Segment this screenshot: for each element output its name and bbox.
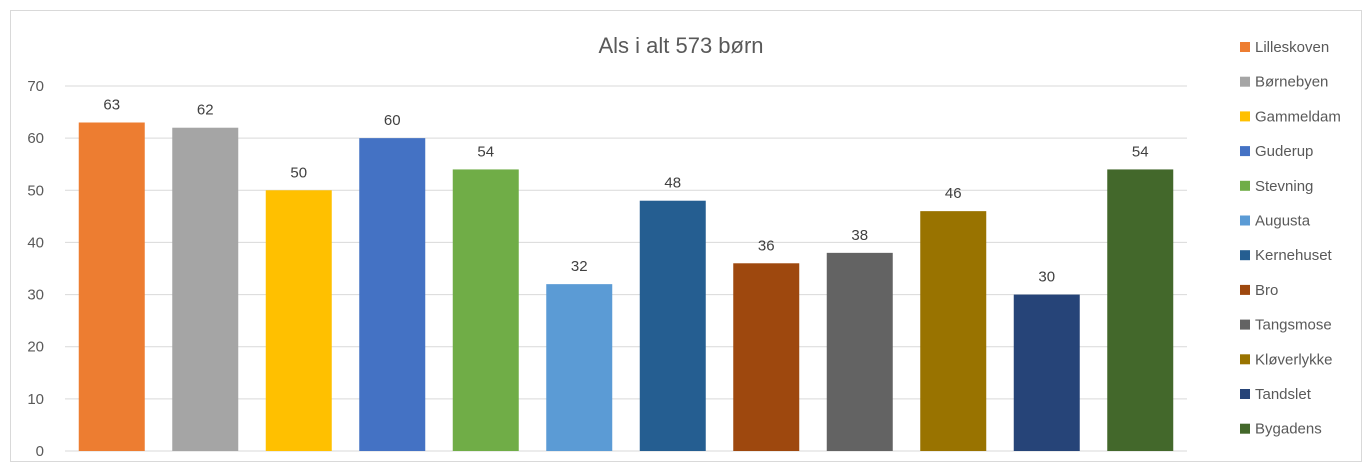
y-tick-label: 0 — [36, 443, 44, 460]
legend-swatch — [1240, 284, 1250, 295]
gridlines — [65, 85, 1187, 452]
legend-label: Kløverlykke — [1255, 351, 1333, 368]
y-tick-label: 30 — [27, 287, 44, 304]
data-label: 48 — [664, 175, 681, 192]
legend-item: Bro — [1240, 282, 1278, 299]
legend-label: Guderup — [1255, 143, 1313, 160]
legend-item: Augusta — [1240, 213, 1311, 230]
legend-label: Gammeldam — [1255, 108, 1341, 125]
bar-kernehuset — [639, 200, 706, 451]
y-tick-label: 60 — [27, 130, 44, 147]
data-label: 32 — [571, 258, 588, 275]
legend-item: Kløverlykke — [1240, 351, 1333, 368]
legend-item: Børnebyen — [1240, 74, 1328, 91]
legend-swatch — [1240, 215, 1250, 226]
data-label: 38 — [851, 227, 868, 244]
legend-label: Lilleskoven — [1255, 39, 1329, 56]
legend: Lilleskoven Børnebyen Gammeldam Guderup Stev… — [1240, 39, 1341, 438]
data-label: 36 — [758, 237, 775, 254]
bar-bro — [733, 263, 800, 451]
legend-swatch — [1240, 389, 1250, 399]
legend-swatch — [1240, 423, 1250, 434]
y-tick-label: 70 — [27, 78, 44, 95]
y-tick-label: 50 — [27, 182, 44, 199]
legend-swatch — [1240, 111, 1250, 122]
bar-kløverlykke — [920, 211, 987, 451]
data-label: 62 — [197, 102, 214, 119]
legend-label: Børnebyen — [1255, 74, 1328, 91]
bar-stevning — [452, 169, 519, 451]
legend-label: Bro — [1255, 282, 1278, 299]
data-label: 54 — [477, 143, 494, 160]
bar-bygadens — [1107, 169, 1174, 451]
y-tick-label: 40 — [27, 234, 44, 251]
data-label: 46 — [945, 185, 962, 202]
bar-tandslet — [1013, 294, 1080, 451]
legend-label: Stevning — [1255, 178, 1313, 195]
legend-item: Stevning — [1240, 178, 1313, 195]
legend-label: Tangsmose — [1255, 317, 1332, 334]
y-tick-label: 10 — [27, 391, 44, 408]
data-label: 50 — [290, 164, 307, 181]
y-axis-ticks: 0 10 20 30 40 50 60 70 — [27, 78, 44, 460]
legend-swatch — [1240, 180, 1250, 191]
chart-title: Als i alt 573 børn — [598, 33, 763, 58]
legend-swatch — [1240, 42, 1250, 52]
legend-swatch — [1240, 354, 1250, 365]
bar-gammeldam — [265, 190, 332, 452]
legend-label: Bygadens — [1255, 421, 1322, 438]
data-label: 63 — [103, 97, 120, 114]
bars — [78, 122, 1174, 452]
bar-børnebyen — [172, 127, 239, 451]
data-labels: 63 62 50 60 54 32 48 36 38 46 30 54 — [103, 97, 1148, 286]
legend-item: Kernehuset — [1240, 247, 1333, 264]
data-label: 60 — [384, 112, 401, 129]
data-label: 30 — [1038, 269, 1055, 286]
data-label: 54 — [1132, 143, 1149, 160]
legend-swatch — [1240, 146, 1250, 157]
legend-item: Gammeldam — [1240, 108, 1341, 125]
legend-swatch — [1240, 76, 1250, 87]
legend-label: Tandslet — [1255, 386, 1312, 403]
bar-guderup — [359, 138, 426, 451]
legend-item: Guderup — [1240, 143, 1313, 160]
legend-swatch — [1240, 319, 1250, 330]
chart-frame — [10, 10, 1362, 462]
y-tick-label: 20 — [27, 339, 44, 356]
legend-label: Kernehuset — [1255, 247, 1333, 264]
bar-tangsmose — [826, 252, 893, 451]
legend-item: Bygadens — [1240, 421, 1322, 438]
legend-item: Tandslet — [1240, 386, 1312, 403]
legend-item: Lilleskoven — [1240, 39, 1329, 56]
legend-swatch — [1240, 250, 1250, 261]
legend-item: Tangsmose — [1240, 317, 1332, 334]
legend-label: Augusta — [1255, 213, 1311, 230]
bar-augusta — [546, 284, 613, 451]
bar-lilleskoven — [78, 122, 145, 451]
